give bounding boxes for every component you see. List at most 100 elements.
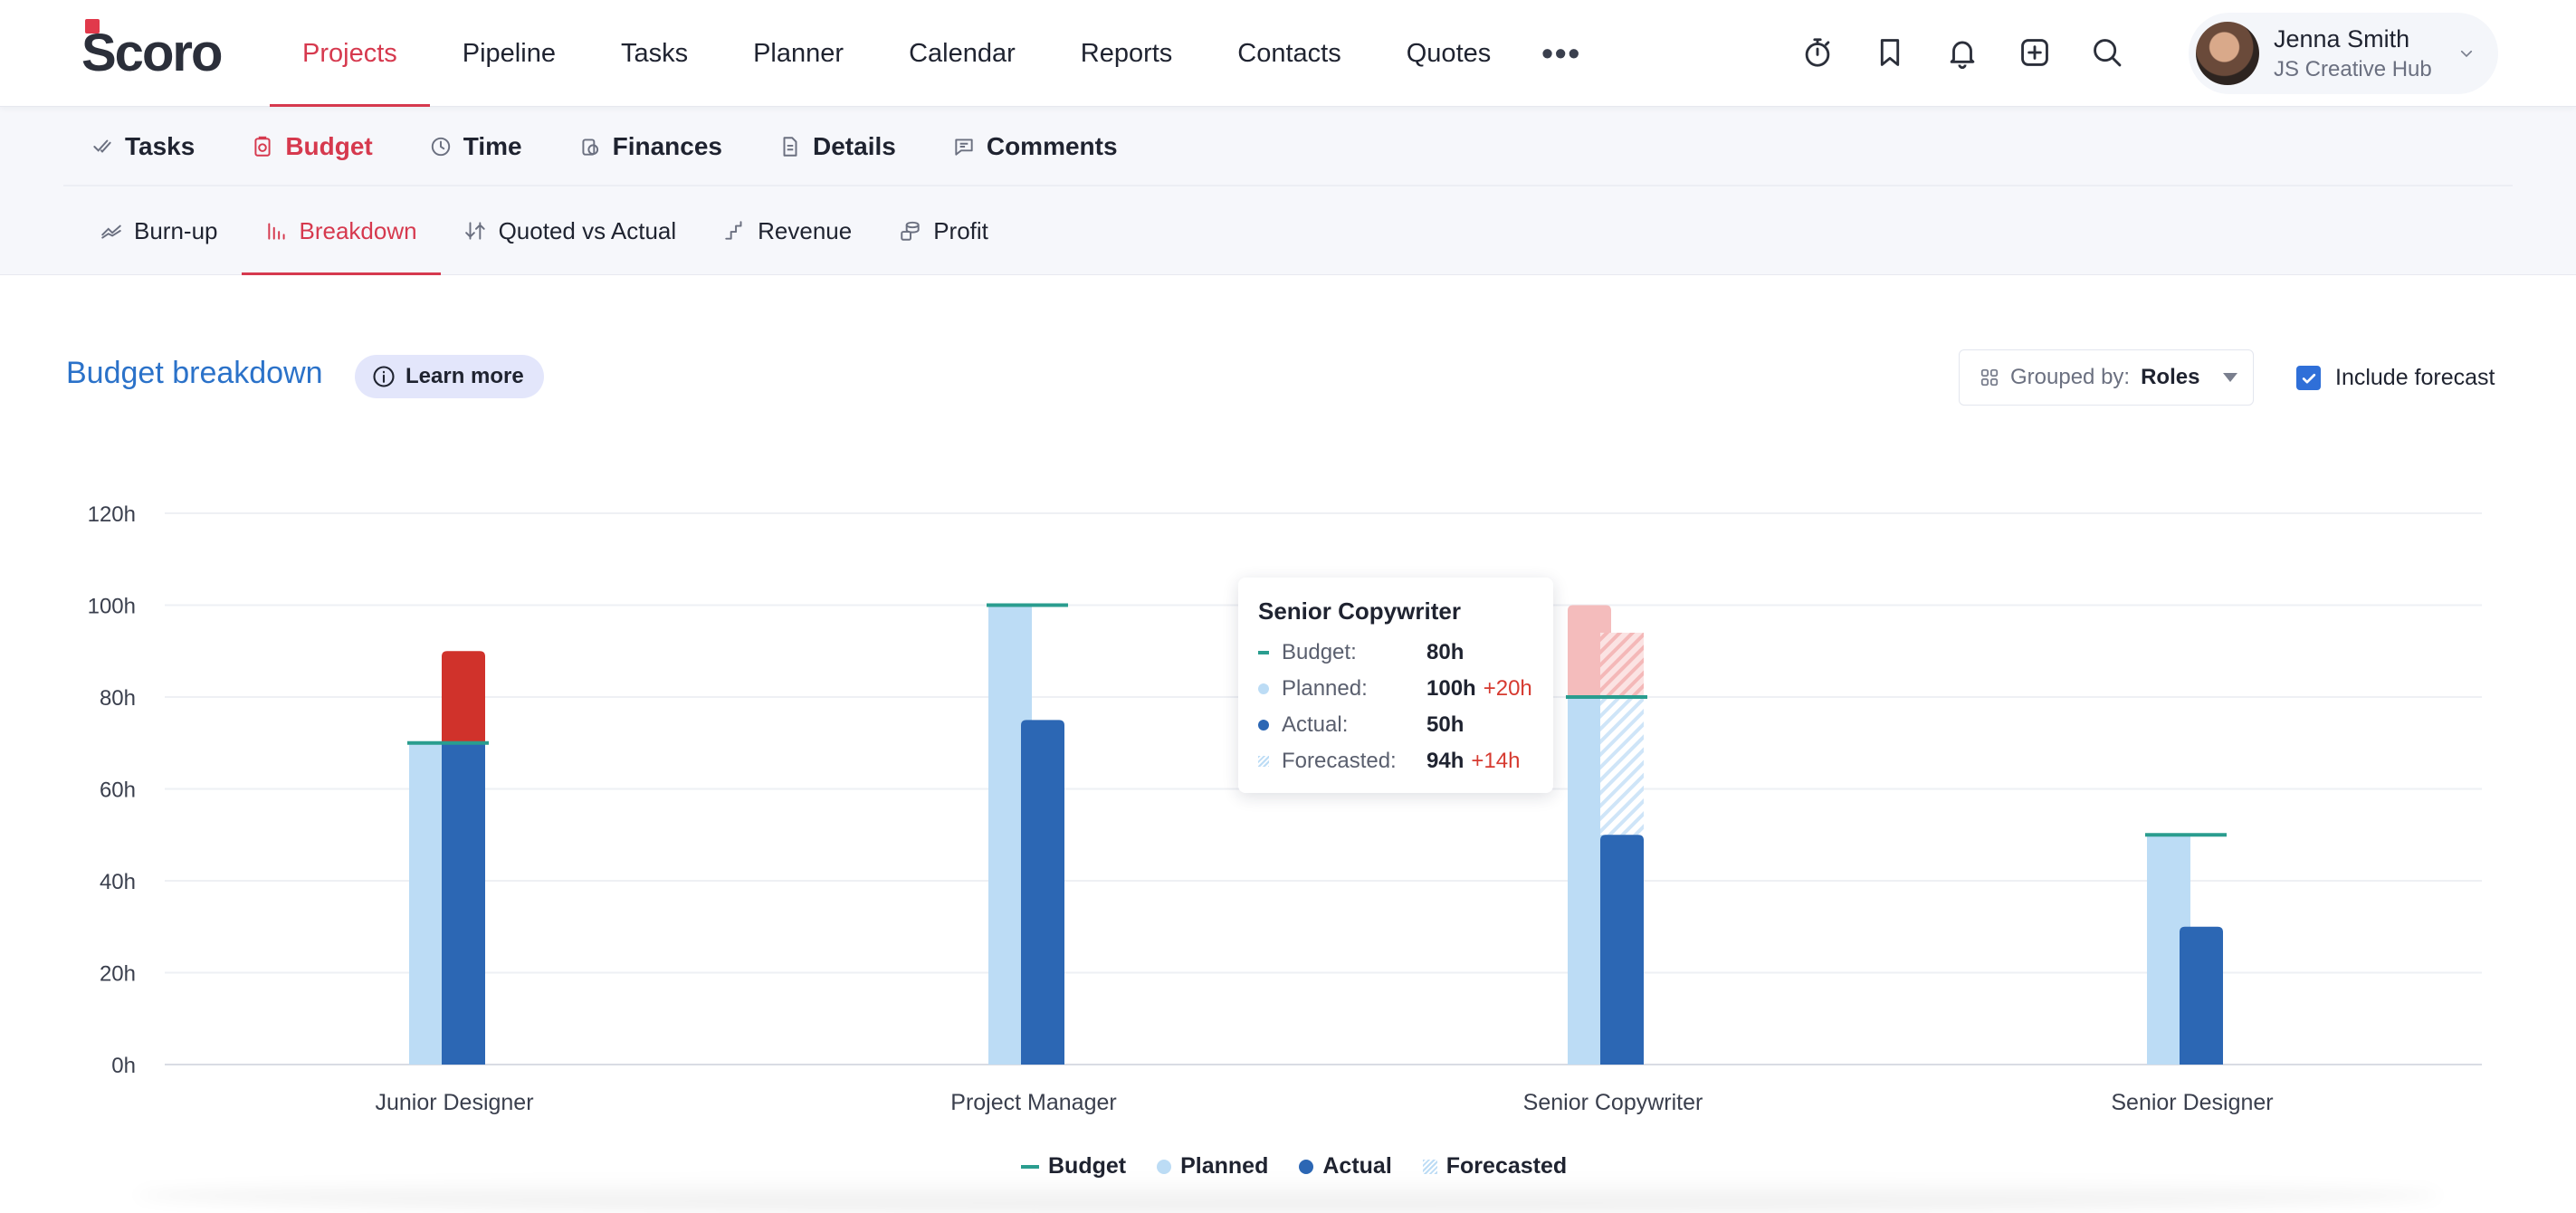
tooltip-row-planned: Planned: 100h +20h [1258, 671, 1533, 707]
nav-item-contacts[interactable]: Contacts [1237, 38, 1341, 68]
nav-item-planner[interactable]: Planner [753, 38, 844, 68]
divider [63, 185, 2513, 186]
legend-item-forecasted[interactable]: Forecasted [1422, 1153, 1568, 1180]
nav-item-projects[interactable]: Projects [270, 0, 430, 107]
legend-item-planned[interactable]: Planned [1157, 1153, 1268, 1180]
y-tick-label: 40h [100, 870, 136, 894]
tooltip-row-forecasted: Forecasted: 94h +14h [1258, 743, 1533, 779]
scroll-shadow [136, 1177, 2440, 1213]
project-tabs: Tasks Budget Time Finances Details Comme… [0, 107, 2576, 186]
more-menu-button[interactable]: ••• [1541, 34, 1582, 72]
chevron-down-icon [2460, 50, 2473, 58]
planned-swatch [1258, 683, 1269, 694]
nav-item-calendar[interactable]: Calendar [909, 38, 1016, 68]
nav-item-pipeline[interactable]: Pipeline [462, 38, 556, 68]
include-forecast-checkbox[interactable] [2296, 366, 2321, 390]
comment-icon [952, 135, 976, 158]
checkmark-icon [2302, 373, 2315, 383]
subtab-quoted-vs-actual[interactable]: Quoted vs Actual [441, 186, 701, 275]
subtab-label: Burn-up [134, 216, 218, 244]
tab-label: Time [463, 132, 522, 160]
y-tick-label: 120h [88, 502, 136, 527]
x-tick-label: Senior Designer [2111, 1090, 2273, 1115]
subtab-label: Revenue [758, 216, 853, 244]
x-tick-label: Project Manager [950, 1090, 1116, 1115]
legend-label: Planned [1180, 1153, 1269, 1179]
forecast-swatch [1422, 1159, 1437, 1174]
tab-details[interactable]: Details [778, 107, 896, 186]
top-navigation-bar: Scoro Projects Pipeline Tasks Planner Ca… [0, 0, 2576, 107]
profit-icon [899, 219, 922, 243]
chart-tooltip: Senior Copywriter Budget: 80h Planned: 1… [1238, 578, 1553, 793]
avatar [2196, 22, 2259, 85]
revenue-icon [723, 219, 747, 243]
include-forecast-toggle[interactable]: Include forecast [2296, 365, 2495, 391]
y-tick-label: 0h [111, 1054, 136, 1078]
actual-bar [2180, 926, 2223, 1065]
tooltip-delta: +20h [1483, 676, 1532, 701]
chart-svg: 0h 20h 40h 60h 80h 100h 120h Junior Designer Pr… [88, 502, 2482, 1115]
learn-more-label: Learn more [405, 364, 524, 388]
grid-icon [1980, 368, 1999, 387]
tab-label: Comments [986, 132, 1118, 160]
user-organization: JS Creative Hub [2274, 56, 2432, 81]
tooltip-row-actual: Actual: 50h [1258, 707, 1533, 743]
tab-tasks[interactable]: Tasks [91, 107, 195, 186]
tooltip-label: Budget: [1282, 640, 1357, 664]
tab-finances[interactable]: Finances [578, 107, 722, 186]
tooltip-title: Senior Copywriter [1258, 597, 1461, 625]
user-info: Jenna Smith JS Creative Hub [2274, 25, 2432, 82]
tooltip-value: 80h [1426, 640, 1465, 664]
subtab-burn-up[interactable]: Burn-up [91, 186, 242, 275]
actual-bar [442, 742, 485, 1065]
timer-icon[interactable] [1797, 32, 1838, 73]
tooltip-value: 100h [1426, 676, 1476, 701]
tab-label: Tasks [125, 132, 196, 160]
scoro-logo[interactable]: Scoro [81, 18, 223, 82]
y-tick-label: 60h [100, 778, 136, 803]
subtab-label: Breakdown [299, 216, 417, 244]
budget-breakdown-chart: 0h 20h 40h 60h 80h 100h 120h Junior Designer Pr… [0, 471, 2576, 1177]
forecast-overrun-bar [1600, 632, 1644, 697]
page-title: Budget breakdown [66, 356, 323, 390]
subtab-profit[interactable]: Profit [875, 186, 1012, 275]
tab-budget[interactable]: Budget [251, 107, 373, 186]
caret-down-icon [2223, 373, 2238, 382]
y-tick-label: 100h [88, 595, 136, 619]
grouped-by-value: Roles [2141, 365, 2200, 389]
legend-label: Forecasted [1445, 1153, 1568, 1179]
budget-swatch [1258, 651, 1269, 654]
bar-chart-icon [265, 219, 289, 243]
user-name: Jenna Smith [2274, 24, 2410, 53]
coins-icon [578, 135, 602, 158]
forecast-swatch [1258, 756, 1269, 767]
bell-icon[interactable] [1942, 32, 1983, 73]
legend-label: Actual [1322, 1153, 1392, 1179]
add-square-icon[interactable] [2014, 32, 2056, 73]
tab-time[interactable]: Time [429, 107, 522, 186]
document-icon [778, 135, 802, 158]
subtab-breakdown[interactable]: Breakdown [241, 186, 441, 275]
tab-comments[interactable]: Comments [952, 107, 1118, 186]
actual-bar [1021, 720, 1064, 1065]
budget-icon [251, 135, 274, 158]
subtab-label: Quoted vs Actual [498, 216, 677, 244]
tab-label: Budget [285, 132, 373, 160]
user-menu[interactable]: Jenna Smith JS Creative Hub [2189, 13, 2498, 94]
subtab-revenue[interactable]: Revenue [700, 186, 875, 275]
grouped-by-dropdown[interactable]: Grouped by: Roles [1959, 349, 2254, 406]
actual-swatch [1299, 1159, 1314, 1174]
nav-item-reports[interactable]: Reports [1080, 38, 1173, 68]
nav-item-quotes[interactable]: Quotes [1406, 38, 1492, 68]
bookmark-icon[interactable] [1869, 32, 1911, 73]
tooltip-value: 94h [1426, 749, 1465, 773]
nav-item-tasks[interactable]: Tasks [620, 38, 689, 68]
learn-more-button[interactable]: Learn more [355, 355, 544, 398]
actual-bar [1600, 835, 1644, 1065]
clock-icon [429, 135, 453, 158]
legend-item-actual[interactable]: Actual [1299, 1153, 1392, 1180]
tab-label: Finances [612, 132, 723, 160]
search-icon[interactable] [2086, 32, 2128, 73]
check-icon [91, 135, 114, 158]
legend-item-budget[interactable]: Budget [1021, 1153, 1126, 1180]
